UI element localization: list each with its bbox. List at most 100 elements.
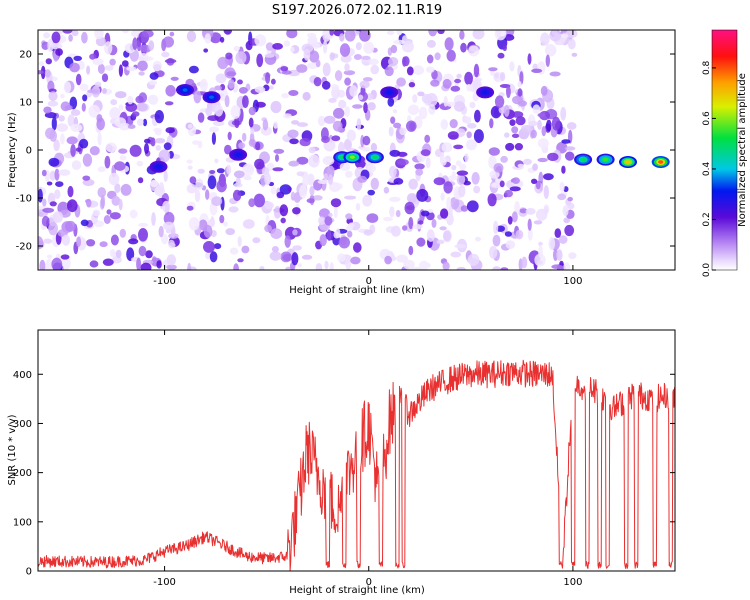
spectrogram-cell xyxy=(406,120,417,132)
spectrogram-cell xyxy=(50,42,63,50)
spectrogram-cell xyxy=(493,220,499,234)
spectrogram-cell xyxy=(226,164,232,175)
spectrogram-cell xyxy=(65,220,76,232)
spectrogram-cell xyxy=(255,141,261,151)
colorbar-tick-label: 0.4 xyxy=(702,162,712,177)
spectrogram-cell xyxy=(47,39,54,53)
spectrogram-cell xyxy=(73,55,82,62)
spectrogram-cell xyxy=(203,48,209,53)
spectrogram-cell xyxy=(138,228,148,242)
spectrogram-cell xyxy=(119,228,127,238)
spectrogram-cell xyxy=(248,106,256,116)
spectrogram-cell xyxy=(489,118,494,129)
spectrogram-cell xyxy=(38,236,44,250)
spectrogram-cell xyxy=(428,104,436,115)
spectrogram-feature xyxy=(156,165,161,169)
spectrogram-cell xyxy=(565,146,576,151)
spectrogram-cell xyxy=(467,253,480,266)
spectrogram-cell xyxy=(115,91,127,99)
spectrogram-cell xyxy=(329,30,334,36)
spectrogram-cell xyxy=(456,267,466,270)
colorbar-gradient xyxy=(711,29,738,271)
spectrogram-cell xyxy=(147,94,159,105)
spectrogram-cell xyxy=(547,152,559,162)
spectrogram-cell xyxy=(287,186,292,192)
spectrogram-cell xyxy=(154,129,162,136)
spectrogram-cell xyxy=(448,175,458,181)
spectrogram-cell xyxy=(473,129,484,144)
spectrogram-cell xyxy=(269,251,282,261)
spectrogram-cell xyxy=(195,178,204,190)
spectrogram-feature xyxy=(658,160,664,164)
spectrogram-cell xyxy=(242,163,255,177)
spectrogram-cell xyxy=(265,42,274,51)
spectrogram-cell xyxy=(399,127,407,136)
spectrogram-cell xyxy=(168,239,175,246)
spectrogram-cell xyxy=(225,228,235,236)
spectrogram-cell xyxy=(292,207,301,215)
spectrogram-cell xyxy=(216,179,227,193)
snr-x-ticks: -100 0 100 xyxy=(153,330,582,588)
spectrogram-cell xyxy=(503,104,510,117)
spectrogram-cell xyxy=(44,112,57,119)
spectrogram-cell xyxy=(456,170,469,176)
spectrogram-cell xyxy=(51,116,57,131)
spectrogram-cell xyxy=(114,161,126,171)
spectrogram-cell xyxy=(254,158,265,170)
spectrogram-cell xyxy=(362,194,373,207)
spectrogram-cell xyxy=(322,40,328,54)
spectrogram-cell xyxy=(248,138,257,147)
spectrogram-cell xyxy=(466,83,472,92)
spectrogram-cell xyxy=(135,95,144,104)
spectrogram-cell xyxy=(558,235,568,244)
spectrogram-cell xyxy=(188,217,200,231)
spectrogram-cell xyxy=(158,225,164,238)
spectrogram-cell xyxy=(412,65,425,76)
spectrogram-cell xyxy=(264,172,271,186)
spectrogram-cell xyxy=(344,195,357,200)
spectrogram-cell xyxy=(519,208,528,214)
spectrogram-cell xyxy=(449,119,458,129)
spectrogram-cell xyxy=(330,198,342,208)
spectrogram-cell xyxy=(209,170,216,174)
spectrogram-cell xyxy=(162,36,174,48)
spectrogram-cell xyxy=(129,144,142,157)
spectrogram-cell xyxy=(138,71,145,76)
spectrogram-cell xyxy=(532,63,539,71)
spectrogram-cell xyxy=(515,116,526,126)
spectrogram-cell xyxy=(154,138,166,144)
spectrogram-cell xyxy=(530,129,537,139)
spectrogram-cell xyxy=(86,65,91,75)
spectrogram-cell xyxy=(262,119,269,131)
spectrogram-cell xyxy=(536,208,548,221)
y-tick-label: 0 xyxy=(26,146,32,157)
spectrogram-cell xyxy=(453,101,466,112)
spectrogram-cell xyxy=(214,158,219,164)
y-tick-label: 400 xyxy=(13,370,32,381)
spectrogram-cell xyxy=(302,176,309,187)
spectrogram-cell xyxy=(207,219,215,227)
spectrogram-cell xyxy=(393,122,402,129)
spectrogram-cell xyxy=(537,157,548,163)
snr-y-axis-label: SNR (10 * v/v) xyxy=(7,414,18,485)
spectrogram-cell xyxy=(82,153,93,167)
spectrogram-cell xyxy=(154,110,164,124)
colorbar-tick-label: 0.2 xyxy=(702,212,712,226)
spectrogram-cell xyxy=(270,186,277,195)
spectrogram-cell xyxy=(238,142,246,149)
spectrogram-cell xyxy=(537,119,542,130)
spectrogram-cell xyxy=(396,77,406,87)
spectrogram-cell xyxy=(324,115,336,124)
spectrogram-cell xyxy=(441,142,453,153)
spectrogram-cell xyxy=(362,135,371,146)
spectrogram-cell xyxy=(89,260,99,268)
spectrogram-cell xyxy=(328,98,337,103)
spectrogram-cell xyxy=(343,138,352,151)
spectrogram-cell xyxy=(283,40,291,47)
spectrogram-cell xyxy=(390,44,398,54)
spectrogram-cell xyxy=(424,134,431,143)
spectrogram-cell xyxy=(563,217,570,224)
spectrogram-cell xyxy=(439,226,447,231)
spectrogram-cell xyxy=(207,115,220,121)
spectrogram-cell xyxy=(302,91,311,101)
